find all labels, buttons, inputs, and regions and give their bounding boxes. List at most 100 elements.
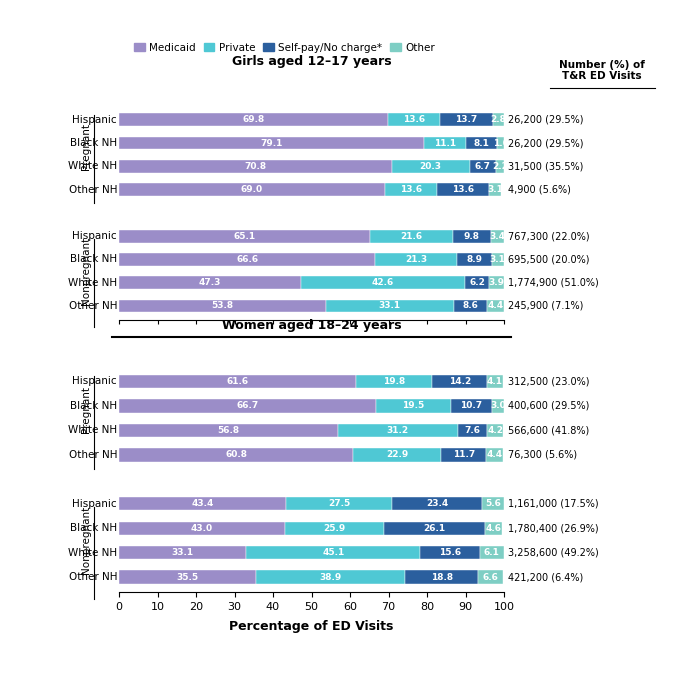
Text: Pregnant: Pregnant [81, 386, 91, 433]
Text: White NH: White NH [68, 548, 117, 558]
Text: Women aged 18–24 years: Women aged 18–24 years [222, 319, 401, 332]
Text: 566,600 (41.8%): 566,600 (41.8%) [508, 426, 589, 435]
Text: 69.8: 69.8 [242, 115, 265, 124]
Text: 4.6: 4.6 [486, 524, 502, 533]
Text: 76,300 (5.6%): 76,300 (5.6%) [508, 450, 577, 460]
Text: 4.4: 4.4 [486, 450, 503, 459]
Text: 69.0: 69.0 [241, 185, 263, 194]
Bar [487, 423, 503, 437]
Text: White NH: White NH [68, 161, 117, 171]
Text: 6.7: 6.7 [475, 162, 491, 171]
Text: Hispanic: Hispanic [73, 376, 117, 387]
Text: 312,500 (23.0%): 312,500 (23.0%) [508, 376, 589, 387]
Text: White NH: White NH [68, 426, 117, 435]
Bar [420, 546, 480, 559]
Text: 43.4: 43.4 [191, 499, 214, 508]
Text: Nonpregnant: Nonpregnant [81, 236, 91, 305]
Bar [440, 113, 493, 126]
Bar [301, 276, 465, 289]
Bar [356, 374, 433, 388]
Text: 2.2: 2.2 [492, 162, 508, 171]
Bar [491, 229, 503, 242]
Bar [451, 399, 492, 413]
Text: 26.1: 26.1 [424, 524, 446, 533]
Text: 66.6: 66.6 [236, 255, 258, 264]
Text: 13.7: 13.7 [455, 115, 477, 124]
Text: 5.6: 5.6 [485, 499, 500, 508]
Text: 53.8: 53.8 [211, 301, 234, 310]
Bar [496, 160, 504, 173]
Text: 767,300 (22.0%): 767,300 (22.0%) [508, 231, 589, 241]
Bar [119, 423, 337, 437]
Bar [370, 229, 453, 242]
Bar [405, 570, 478, 584]
Bar [466, 137, 498, 150]
Text: 65.1: 65.1 [233, 232, 256, 240]
Text: 38.9: 38.9 [319, 573, 342, 582]
Bar [433, 374, 487, 388]
Text: 22.9: 22.9 [386, 450, 408, 459]
Text: 43.0: 43.0 [190, 524, 213, 533]
Text: 35.5: 35.5 [176, 573, 198, 582]
Bar [441, 448, 486, 462]
Text: Pregnant: Pregnant [81, 123, 91, 170]
Text: 3,258,600 (49.2%): 3,258,600 (49.2%) [508, 548, 598, 558]
Text: 79.1: 79.1 [260, 139, 283, 148]
Text: 21.6: 21.6 [400, 232, 422, 240]
Text: 26,200 (29.5%): 26,200 (29.5%) [508, 138, 583, 148]
Bar [119, 374, 356, 388]
Text: 4,900 (5.6%): 4,900 (5.6%) [508, 184, 570, 195]
Text: 3.0: 3.0 [490, 402, 505, 410]
Bar [480, 546, 503, 559]
Text: Other NH: Other NH [69, 184, 117, 195]
Bar [376, 399, 451, 413]
Bar [286, 497, 392, 510]
Text: 56.8: 56.8 [217, 426, 239, 435]
Text: 25.9: 25.9 [323, 524, 346, 533]
Text: 33.1: 33.1 [379, 301, 401, 310]
Text: 18.8: 18.8 [430, 573, 453, 582]
Bar [337, 423, 458, 437]
Bar [457, 253, 491, 266]
Bar [392, 497, 482, 510]
Text: Other NH: Other NH [69, 572, 117, 582]
Text: 33.1: 33.1 [172, 548, 194, 557]
Text: 1,774,900 (51.0%): 1,774,900 (51.0%) [508, 278, 598, 288]
Bar [437, 183, 489, 196]
Bar [119, 113, 388, 126]
Bar [353, 448, 441, 462]
Bar [119, 276, 301, 289]
Text: 9.8: 9.8 [463, 232, 480, 240]
Text: 13.6: 13.6 [452, 185, 475, 194]
Text: 4.2: 4.2 [487, 426, 503, 435]
Bar [388, 113, 440, 126]
Bar [486, 300, 503, 312]
Bar [391, 160, 470, 173]
Text: 27.5: 27.5 [328, 499, 350, 508]
Text: 400,600 (29.5%): 400,600 (29.5%) [508, 401, 589, 410]
Text: 45.1: 45.1 [322, 548, 344, 557]
Legend: Medicaid, Private, Self-pay/No charge*, Other: Medicaid, Private, Self-pay/No charge*, … [130, 38, 439, 57]
Bar [458, 423, 487, 437]
Text: Black NH: Black NH [70, 138, 117, 148]
Bar [119, 300, 326, 312]
Bar [498, 137, 503, 150]
Text: Black NH: Black NH [70, 254, 117, 264]
Text: 61.6: 61.6 [227, 377, 248, 386]
Text: 60.8: 60.8 [225, 450, 247, 459]
Bar [487, 374, 503, 388]
Bar [119, 253, 375, 266]
Bar [246, 546, 420, 559]
Text: 7.6: 7.6 [464, 426, 480, 435]
Text: Girls aged 12–17 years: Girls aged 12–17 years [232, 55, 391, 68]
Bar [119, 137, 423, 150]
Text: 3.4: 3.4 [489, 232, 505, 240]
Bar [486, 448, 503, 462]
Text: 19.8: 19.8 [383, 377, 405, 386]
Text: 26,200 (29.5%): 26,200 (29.5%) [508, 115, 583, 125]
Text: 1.6: 1.6 [493, 139, 508, 148]
Text: Black NH: Black NH [70, 401, 117, 410]
Text: 3.1: 3.1 [490, 255, 505, 264]
Bar [478, 570, 503, 584]
Bar [256, 570, 405, 584]
